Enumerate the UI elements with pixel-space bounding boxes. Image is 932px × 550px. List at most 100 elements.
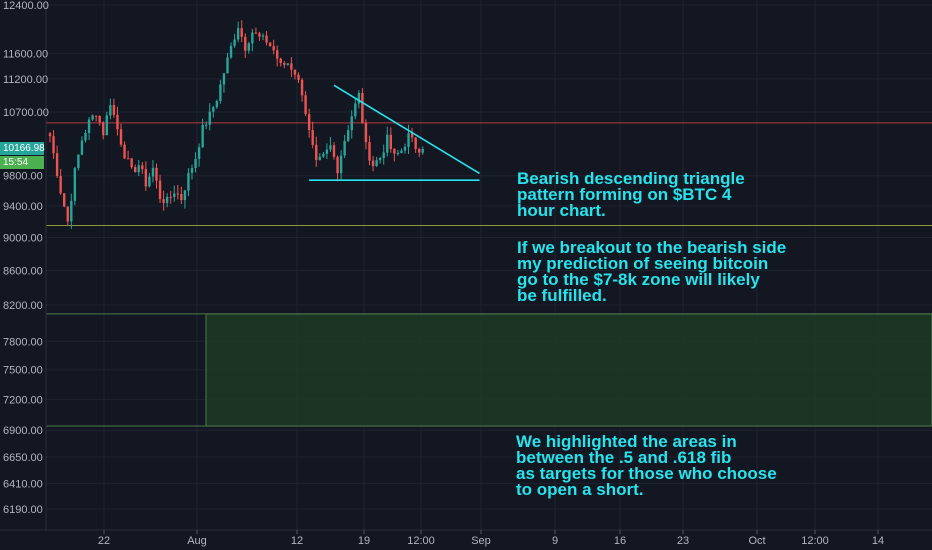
candle-body — [77, 154, 80, 169]
candle-body — [421, 149, 424, 153]
candle-body — [254, 32, 258, 34]
candle-body — [311, 129, 314, 145]
candle-body — [244, 36, 247, 51]
horizontal-lines — [46, 122, 932, 427]
candle-body — [272, 46, 275, 51]
candle-body — [176, 193, 179, 195]
resistance-trendline[interactable] — [333, 84, 480, 175]
x-tick-label: Oct — [748, 535, 765, 547]
candle-body — [389, 134, 392, 149]
candle-body — [371, 160, 375, 167]
candle-body — [318, 156, 321, 160]
candle-body — [134, 167, 137, 173]
candle-body — [130, 158, 133, 168]
candle-body — [197, 147, 201, 159]
candle-body — [148, 176, 151, 187]
candle-body — [84, 132, 87, 141]
candle-body — [109, 105, 112, 116]
candle-body — [236, 28, 240, 40]
candle-body — [119, 129, 123, 145]
candle-body — [73, 168, 77, 201]
x-tick-label: 9 — [552, 535, 558, 547]
y-axis[interactable]: 12400.00 11600.00 11200.00 10700.00 9800.00 9… — [3, 0, 49, 516]
x-tick-label: 22 — [98, 535, 110, 547]
candle-body — [265, 35, 268, 43]
x-tick-label: Aug — [187, 535, 207, 547]
candle-body — [332, 145, 336, 157]
candle-body — [48, 133, 52, 137]
y-tick-label: 7500.00 — [3, 365, 43, 377]
candle-body — [229, 45, 233, 58]
candle-body — [279, 58, 282, 63]
x-tick-label: 23 — [677, 535, 689, 547]
candle-body — [276, 50, 279, 59]
candle-body — [364, 122, 368, 143]
target-zone — [205, 313, 932, 427]
candle-body — [105, 115, 108, 136]
candle-body — [307, 114, 311, 130]
candle-body — [386, 134, 389, 153]
candle-body — [322, 153, 325, 157]
candle-body — [126, 158, 130, 160]
candle-body — [300, 79, 304, 96]
x-tick-label: 12 — [291, 535, 303, 547]
candle-body — [59, 175, 62, 194]
y-tick-label: 8600.00 — [3, 265, 43, 277]
x-axis[interactable]: 22 Aug 12 19 12:00 Sep 9 16 23 Oct 12:00 14 — [98, 530, 884, 547]
candle-body — [378, 158, 382, 161]
candle-body — [102, 122, 105, 136]
candle-body — [418, 149, 421, 153]
x-tick-label: 14 — [872, 535, 884, 547]
x-tick-label: 16 — [614, 535, 626, 547]
candle-body — [201, 124, 204, 148]
countdown-badge: 15:54 — [0, 156, 44, 169]
y-tick-label: 10700.00 — [3, 107, 49, 119]
candle-body — [194, 158, 197, 169]
candle-body — [414, 137, 417, 150]
candle-body — [304, 95, 307, 115]
candle-body — [339, 155, 343, 174]
candle-body — [187, 172, 190, 191]
candle-body — [403, 146, 407, 151]
candle-body — [66, 206, 69, 222]
y-tick-label: 7200.00 — [3, 394, 43, 406]
x-tick-label: 12:00 — [801, 535, 829, 547]
annotation-text-3: We highlighted the areas in between the … — [516, 432, 777, 499]
candle-body — [52, 136, 55, 154]
candle-body — [222, 73, 226, 85]
candle-body — [315, 144, 318, 160]
y-tick-label: 7800.00 — [3, 336, 43, 348]
y-tick-label: 11200.00 — [3, 74, 48, 86]
candle-body — [173, 193, 176, 197]
candle-body — [251, 32, 254, 44]
candle-body — [151, 167, 155, 177]
candle-body — [410, 133, 414, 138]
y-tick-label: 11600.00 — [3, 48, 48, 60]
candle-body — [205, 124, 208, 126]
candlestick-series — [48, 20, 424, 229]
candle-body — [183, 190, 187, 201]
candle-body — [141, 165, 144, 170]
candle-body — [55, 153, 59, 176]
candle-body — [94, 115, 98, 117]
candle-body — [407, 133, 410, 147]
candle-body — [162, 199, 165, 203]
candle-body — [137, 165, 140, 173]
candle-body — [123, 144, 126, 159]
y-tick-label: 12400.00 — [3, 0, 49, 12]
candle-body — [158, 180, 162, 200]
candle-body — [396, 152, 400, 154]
candle-body — [347, 130, 350, 142]
candle-body — [336, 156, 339, 174]
candle-body — [268, 42, 272, 47]
candle-body — [155, 167, 158, 181]
candle-body — [343, 141, 346, 156]
y-tick-label: 9000.00 — [3, 232, 43, 244]
x-tick-label: 19 — [358, 535, 370, 547]
candle-body — [219, 84, 222, 101]
candle-body — [286, 63, 290, 65]
candle-body — [247, 43, 250, 51]
annotation-text-2: If we breakout to the bearish side my pr… — [517, 238, 787, 305]
